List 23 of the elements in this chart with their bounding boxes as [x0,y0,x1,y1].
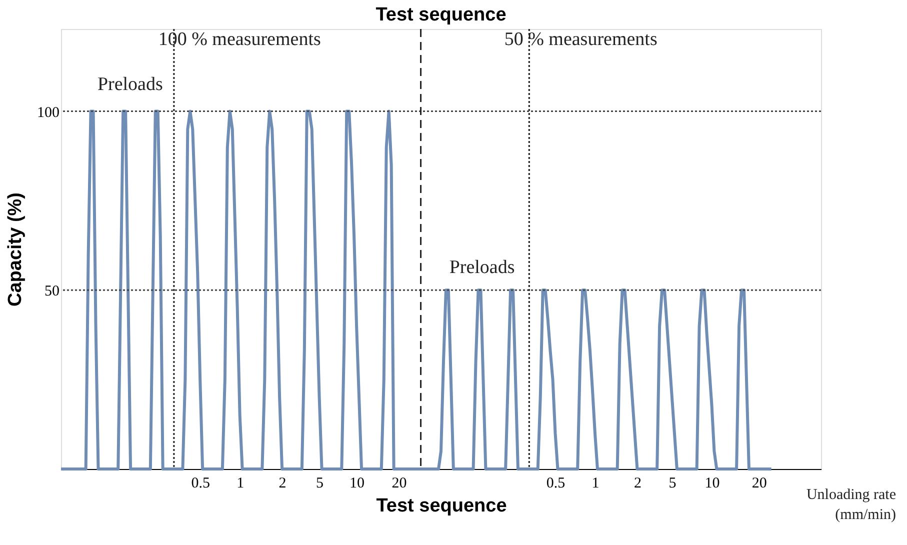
x-tick-label: 5 [316,476,324,492]
annotation: 100 % measurements [158,29,321,50]
y-tick-label: 50 [44,284,60,300]
x-tick-label: 0.5 [191,476,210,492]
x-tick-label: 20 [752,476,767,492]
chart-title: Test sequence [376,4,506,26]
y-tick-label: 100 [37,104,60,121]
annotation: Preloads [97,74,163,95]
x-tick-label: 0.5 [546,476,566,492]
y-axis-title: Capacity (%) [5,192,26,307]
x-tick-label: 1 [592,476,600,492]
x-tick-label: 20 [392,476,407,492]
x-tick-label: 1 [236,476,244,492]
x-tick-label: 10 [350,476,365,492]
x-tick-label: 2 [278,476,286,492]
x-tick-label: 5 [668,476,676,492]
line-series [60,110,773,470]
x-tick-label: 10 [704,476,720,492]
x-tick-label: 2 [634,476,642,492]
annotation: 50 % measurements [504,29,658,50]
x-axis-title: Test sequence [376,496,507,516]
annotation: Preloads [449,257,515,278]
text: Unloading rate (mm/min) [806,487,896,523]
